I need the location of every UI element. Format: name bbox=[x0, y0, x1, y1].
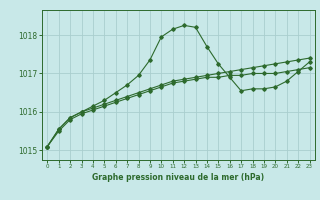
X-axis label: Graphe pression niveau de la mer (hPa): Graphe pression niveau de la mer (hPa) bbox=[92, 173, 264, 182]
